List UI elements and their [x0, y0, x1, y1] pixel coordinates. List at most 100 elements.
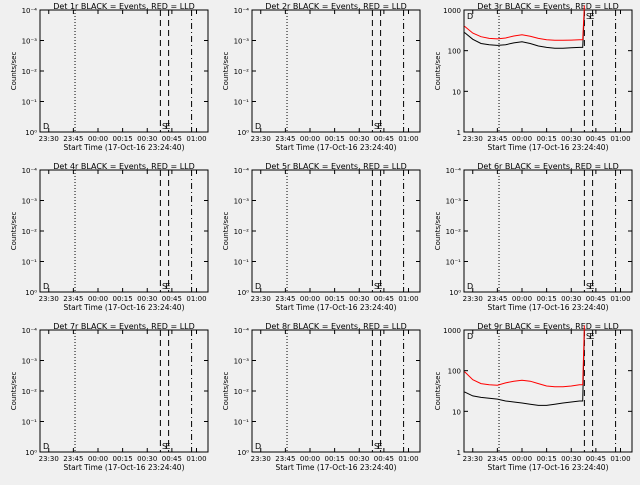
plot-frame — [251, 169, 421, 293]
y-axis-label: Counts/sec — [222, 372, 230, 411]
x-tick-label: 01:00 — [186, 455, 206, 463]
marker-label-mid: S — [162, 442, 167, 451]
y-axis-label: Counts/sec — [434, 372, 442, 411]
x-tick-label: 00:15 — [537, 455, 557, 463]
x-tick-label: 23:30 — [463, 135, 483, 143]
x-axis-label: Start Time (17-Oct-16 23:24:40) — [63, 303, 184, 312]
x-tick-label: 23:45 — [275, 135, 295, 143]
x-tick-label: 00:45 — [374, 295, 394, 303]
x-tick-label: 01:00 — [398, 455, 418, 463]
marker-label-end: E — [377, 122, 382, 131]
x-tick-label: 23:30 — [39, 135, 59, 143]
y-tick-label: 10 — [452, 88, 461, 96]
det-panel: Det 9r BLACK = Events, RED = LLD 1 10 100 10… — [434, 322, 633, 472]
y-tick-label: 10⁻⁴ — [22, 167, 38, 175]
marker-label-end: E — [377, 442, 382, 451]
y-tick-label: 1000 — [443, 7, 461, 15]
plot-frame — [39, 169, 209, 293]
y-tick-label: 10⁰ — [25, 289, 37, 297]
panel-title: Det 3r BLACK = Events, RED = LLD — [477, 2, 619, 11]
x-tick-label: 00:45 — [586, 295, 606, 303]
x-tick-label: 23:30 — [251, 295, 271, 303]
x-tick-label: 01:00 — [610, 455, 630, 463]
x-axis-label: Start Time (17-Oct-16 23:24:40) — [487, 463, 608, 472]
y-tick-label: 10⁻³ — [22, 38, 38, 46]
marker-label-start: D — [255, 442, 261, 451]
y-tick-label: 10⁻⁴ — [234, 7, 250, 15]
y-tick-label: 10⁻⁴ — [22, 327, 38, 335]
x-tick-label: 00:00 — [512, 295, 532, 303]
y-tick-label: 10⁻² — [234, 388, 250, 396]
marker-label-end: E — [165, 282, 170, 291]
marker-label-start: D — [467, 332, 473, 341]
plot-frame — [251, 329, 421, 453]
x-axis-label: Start Time (17-Oct-16 23:24:40) — [487, 303, 608, 312]
marker-label-start: D — [43, 442, 49, 451]
det-panel: Det 5r BLACK = Events, RED = LLD 10⁰ 10⁻¹ 1… — [222, 162, 421, 312]
x-axis-label: Start Time (17-Oct-16 23:24:40) — [63, 463, 184, 472]
det-panel: Det 8r BLACK = Events, RED = LLD 10⁰ 10⁻¹ 1… — [222, 322, 421, 472]
y-tick-label: 10⁻⁴ — [234, 327, 250, 335]
marker-label-mid: S — [586, 332, 591, 341]
marker-label-start: D — [255, 122, 261, 131]
marker-label-end: E — [589, 332, 594, 341]
lld-series-line — [464, 5, 585, 41]
x-tick-label: 00:15 — [113, 295, 133, 303]
y-tick-label: 10⁻³ — [234, 358, 250, 366]
marker-label-mid: S — [162, 122, 167, 131]
x-tick-label: 23:30 — [251, 135, 271, 143]
x-tick-label: 00:30 — [349, 455, 369, 463]
panel-title: Det 2r BLACK = Events, RED = LLD — [265, 2, 407, 11]
x-tick-label: 00:30 — [137, 135, 157, 143]
y-tick-label: 10⁻³ — [234, 198, 250, 206]
marker-label-start: D — [255, 282, 261, 291]
y-tick-label: 10⁻¹ — [22, 99, 38, 107]
x-tick-label: 00:00 — [88, 135, 108, 143]
marker-label-end: E — [165, 442, 170, 451]
x-tick-label: 01:00 — [186, 135, 206, 143]
x-tick-label: 00:00 — [300, 455, 320, 463]
x-tick-label: 00:45 — [586, 135, 606, 143]
y-axis-label: Counts/sec — [222, 52, 230, 91]
x-tick-label: 23:30 — [39, 455, 59, 463]
y-tick-label: 10⁰ — [237, 129, 249, 137]
x-tick-label: 23:45 — [63, 295, 83, 303]
lld-series-line — [464, 325, 585, 388]
y-tick-label: 10⁻² — [22, 228, 38, 236]
x-tick-label: 00:30 — [137, 295, 157, 303]
y-axis-label: Counts/sec — [10, 372, 18, 411]
y-tick-label: 10⁻¹ — [234, 259, 250, 267]
marker-label-mid: S — [162, 282, 167, 291]
x-tick-label: 01:00 — [610, 135, 630, 143]
x-tick-label: 23:45 — [487, 295, 507, 303]
x-tick-label: 00:30 — [349, 295, 369, 303]
x-tick-label: 00:15 — [325, 295, 345, 303]
x-tick-label: 01:00 — [186, 295, 206, 303]
y-tick-label: 10⁻¹ — [234, 99, 250, 107]
marker-label-start: D — [467, 12, 473, 21]
marker-label-mid: S — [586, 282, 591, 291]
y-axis-label: Counts/sec — [10, 52, 18, 91]
y-tick-label: 10⁻¹ — [234, 419, 250, 427]
x-axis-label: Start Time (17-Oct-16 23:24:40) — [487, 143, 608, 152]
y-tick-label: 10⁻² — [234, 68, 250, 76]
x-tick-label: 23:45 — [275, 295, 295, 303]
y-tick-label: 10⁻² — [22, 388, 38, 396]
events-series-line — [464, 11, 585, 49]
y-tick-label: 10⁻¹ — [22, 419, 38, 427]
plot-frame — [463, 329, 633, 453]
x-tick-label: 00:15 — [537, 295, 557, 303]
x-tick-label: 23:45 — [275, 455, 295, 463]
x-tick-label: 00:30 — [561, 135, 581, 143]
y-axis-label: Counts/sec — [10, 212, 18, 251]
x-tick-label: 00:15 — [325, 455, 345, 463]
y-tick-label: 10⁰ — [25, 449, 37, 457]
y-tick-label: 10⁰ — [237, 289, 249, 297]
det-panel: Det 2r BLACK = Events, RED = LLD 10⁰ 10⁻¹ 1… — [222, 2, 421, 152]
x-axis-label: Start Time (17-Oct-16 23:24:40) — [63, 143, 184, 152]
det-panel: Det 4r BLACK = Events, RED = LLD 10⁰ 10⁻¹ 1… — [10, 162, 209, 312]
y-tick-label: 10⁻³ — [234, 38, 250, 46]
x-tick-label: 00:15 — [325, 135, 345, 143]
